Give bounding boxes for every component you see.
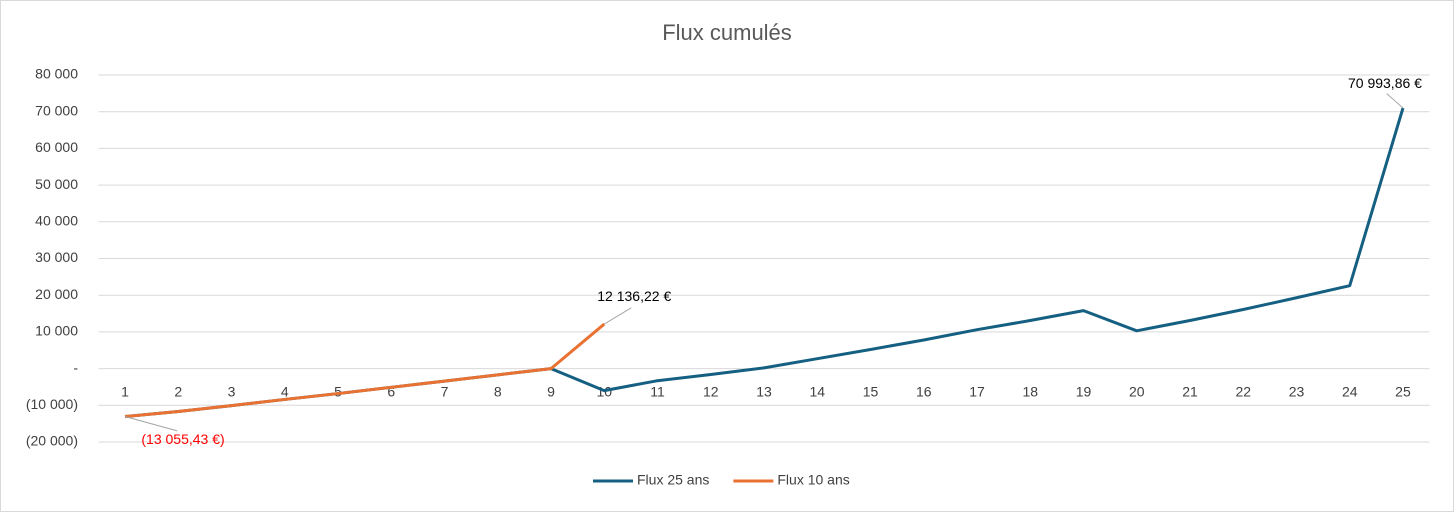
- y-tick-label: (20 000): [26, 433, 78, 449]
- y-tick-label: -: [73, 359, 78, 375]
- x-tick-label: 22: [1235, 383, 1251, 399]
- y-tick-label: 50 000: [35, 176, 78, 192]
- x-tick-label: 9: [547, 383, 555, 399]
- x-tick-label: 13: [756, 383, 772, 399]
- leader-line: [603, 307, 632, 325]
- y-tick-label: 70 000: [35, 102, 78, 118]
- x-tick-label: 14: [809, 383, 825, 399]
- x-tick-label: 12: [703, 383, 719, 399]
- x-tick-label: 1: [121, 383, 129, 399]
- x-tick-label: 21: [1182, 383, 1198, 399]
- x-tick-label: 17: [969, 383, 985, 399]
- x-tick-label: 5: [334, 383, 342, 399]
- y-tick-label: 60 000: [35, 139, 78, 155]
- y-tick-label: 10 000: [35, 323, 78, 339]
- x-tick-label: 3: [228, 383, 236, 399]
- x-tick-label: 8: [494, 383, 502, 399]
- x-tick-label: 16: [916, 383, 932, 399]
- x-tick-label: 20: [1129, 383, 1145, 399]
- legend: Flux 25 ans Flux 10 ans: [593, 472, 850, 488]
- y-tick-label: 20 000: [35, 286, 78, 302]
- series-line: [124, 322, 606, 419]
- x-tick-label: 19: [1076, 383, 1092, 399]
- x-tick-label: 23: [1289, 383, 1305, 399]
- y-tick-label: (10 000): [26, 396, 78, 412]
- x-tick-label: 24: [1342, 383, 1358, 399]
- x-tick-label: 4: [281, 383, 289, 399]
- x-tick-label: 18: [1022, 383, 1038, 399]
- x-tick-label: 15: [863, 383, 879, 399]
- data-label: 12 136,22 €: [597, 288, 671, 304]
- y-tick-label: 40 000: [35, 213, 78, 229]
- x-tick-label: 2: [174, 383, 182, 399]
- chart-title: Flux cumulés: [662, 20, 792, 45]
- legend-label: Flux 25 ans: [637, 472, 709, 488]
- y-tick-label: 80 000: [35, 66, 78, 82]
- leader-line: [124, 416, 178, 432]
- data-label: 70 993,86 €: [1348, 75, 1422, 91]
- x-tick-label: 11: [650, 383, 665, 399]
- x-tick-label: 6: [387, 383, 395, 399]
- x-tick-label: 7: [441, 383, 449, 399]
- x-tick-label: 25: [1395, 383, 1411, 399]
- y-tick-label: 30 000: [35, 249, 78, 265]
- data-label: (13 055,43 €): [141, 431, 224, 447]
- legend-label: Flux 10 ans: [777, 472, 849, 488]
- leader-line: [1386, 93, 1404, 109]
